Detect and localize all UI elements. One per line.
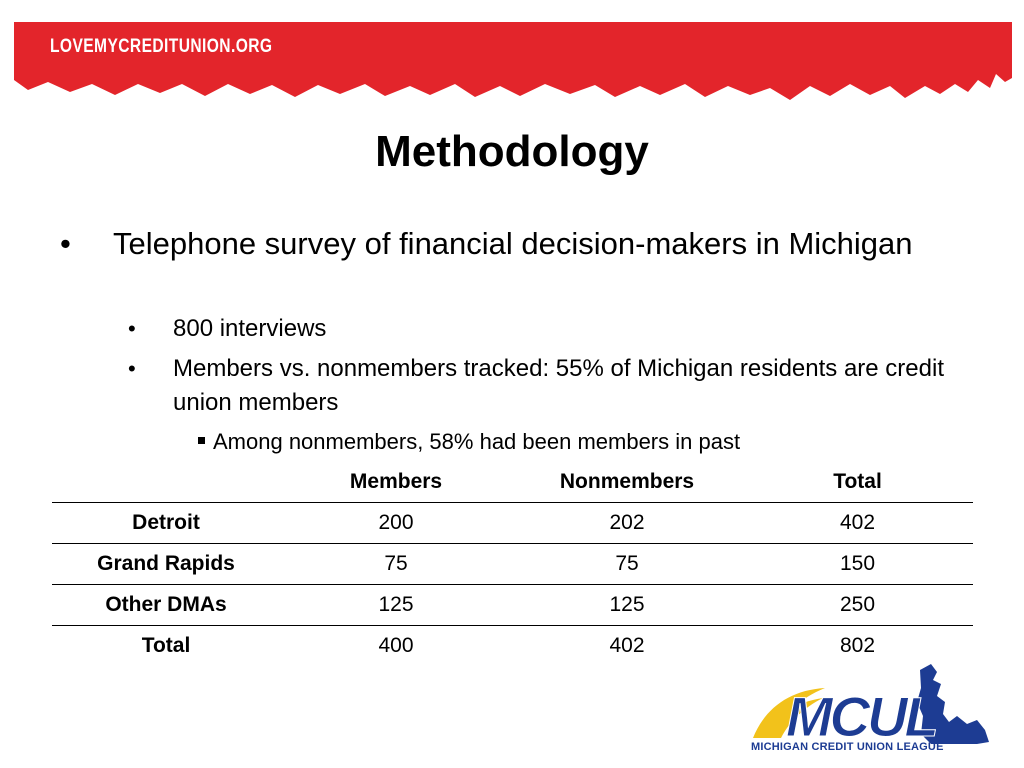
table-header: Nonmembers [512, 462, 742, 503]
bullet-level2: • 800 interviews [128, 312, 988, 346]
slide-title: Methodology [375, 127, 649, 176]
bullet-text: Telephone survey of financial decision-m… [113, 226, 913, 261]
bullet-dot: • [60, 226, 71, 261]
table-row: Detroit 200 202 402 [52, 502, 973, 544]
bullet-text: Members vs. nonmembers tracked: 55% of M… [173, 355, 944, 416]
site-url-label: LOVEMYCREDITUNION.ORG [50, 36, 273, 57]
bullet-level1: • Telephone survey of financial decision… [60, 222, 940, 265]
table-header: Members [280, 462, 512, 503]
table-row: Total 400 402 802 [52, 626, 973, 667]
table-cell: 802 [839, 634, 876, 657]
table-header: Total [742, 462, 973, 503]
table-header [52, 462, 280, 503]
logo-wordmark: MCUL [786, 685, 940, 749]
bullet-dot: • [128, 316, 136, 341]
table-row: Grand Rapids 75 75 150 [52, 543, 973, 585]
table-row: Other DMAs 125 125 250 [52, 584, 973, 626]
bullet-text: Among nonmembers, 58% had been members i… [213, 429, 741, 454]
row-label: Grand Rapids [52, 543, 280, 585]
table-cell: 75 [280, 543, 512, 585]
interviews-table: Members Nonmembers Total Detroit 200 202… [52, 462, 973, 666]
table-header-row: Members Nonmembers Total [52, 462, 973, 503]
bullet-text: 800 interviews [173, 315, 327, 342]
mcul-logo [753, 664, 989, 744]
header-banner [14, 22, 1012, 100]
table-cell: 125 [280, 584, 512, 626]
bullet-dot: • [128, 356, 136, 381]
table-cell: 202 [512, 502, 742, 544]
row-label: Other DMAs [52, 584, 280, 626]
table-cell: 400 [378, 634, 414, 657]
row-label: Detroit [52, 502, 280, 544]
table-cell: 75 [512, 543, 742, 585]
table-cell: 150 [742, 543, 973, 585]
table-cell: 402 [742, 502, 973, 544]
table-cell: 125 [512, 584, 742, 626]
table-cell: 250 [742, 584, 973, 626]
row-label: Total [141, 634, 191, 657]
logo-tagline: MICHIGAN CREDIT UNION LEAGUE [751, 741, 944, 753]
bullet-level2: • Members vs. nonmembers tracked: 55% of… [128, 352, 988, 420]
table-cell: 200 [280, 502, 512, 544]
table-cell: 402 [609, 634, 645, 657]
bullet-level3: Among nonmembers, 58% had been members i… [198, 427, 740, 457]
square-bullet-icon [198, 436, 205, 444]
